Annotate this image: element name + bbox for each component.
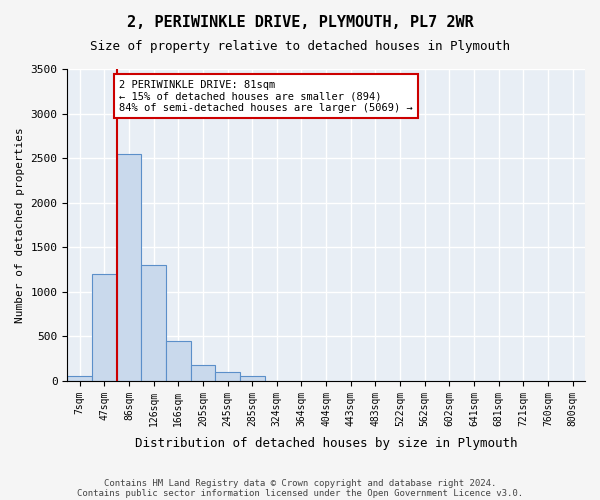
Text: Contains public sector information licensed under the Open Government Licence v3: Contains public sector information licen…: [77, 488, 523, 498]
Y-axis label: Number of detached properties: Number of detached properties: [15, 127, 25, 323]
X-axis label: Distribution of detached houses by size in Plymouth: Distribution of detached houses by size …: [135, 437, 517, 450]
Bar: [92, 274, 116, 381]
Text: Contains HM Land Registry data © Crown copyright and database right 2024.: Contains HM Land Registry data © Crown c…: [104, 478, 496, 488]
Bar: [166, 341, 191, 381]
Text: 2 PERIWINKLE DRIVE: 81sqm
← 15% of detached houses are smaller (894)
84% of semi: 2 PERIWINKLE DRIVE: 81sqm ← 15% of detac…: [119, 80, 413, 113]
Text: Size of property relative to detached houses in Plymouth: Size of property relative to detached ho…: [90, 40, 510, 53]
Bar: [116, 154, 141, 381]
Bar: [191, 366, 215, 381]
Bar: [240, 376, 265, 381]
Bar: [215, 372, 240, 381]
Text: 2, PERIWINKLE DRIVE, PLYMOUTH, PL7 2WR: 2, PERIWINKLE DRIVE, PLYMOUTH, PL7 2WR: [127, 15, 473, 30]
Bar: [67, 376, 92, 381]
Bar: [141, 265, 166, 381]
